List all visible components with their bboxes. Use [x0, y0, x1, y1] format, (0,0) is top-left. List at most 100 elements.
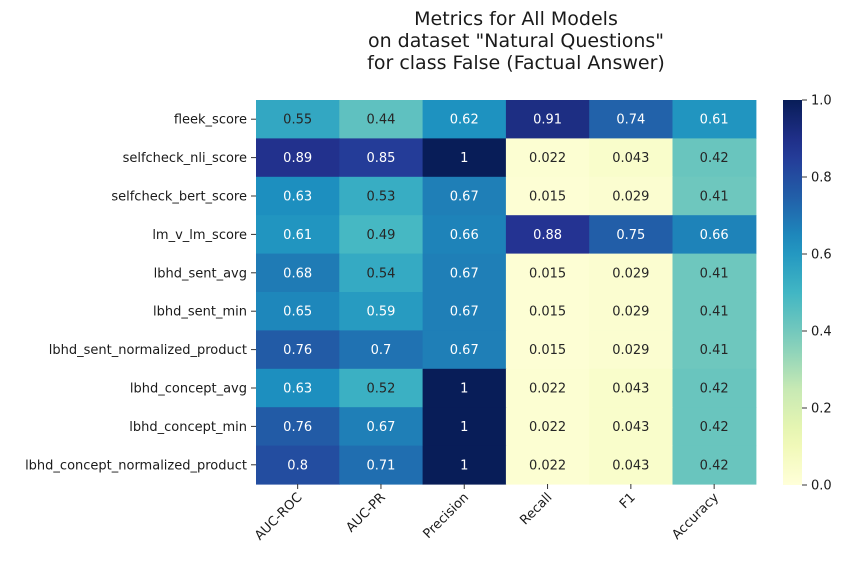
cell-0-0 — [256, 100, 340, 139]
cell-label-3-3: 0.88 — [533, 228, 562, 243]
cell-0-5 — [672, 100, 757, 139]
heatmap-cell-labels: 0.55 0.44 0.62 0.91 0.74 0.61 0.89 0.85 1 0.022 0.… — [283, 113, 728, 474]
cell-label-0-1: 0.44 — [366, 113, 395, 128]
cell-label-6-4: 0.029 — [612, 343, 649, 358]
cell-label-3-2: 0.66 — [450, 228, 479, 243]
cell-label-2-5: 0.41 — [700, 190, 729, 205]
cell-label-8-0: 0.76 — [283, 420, 312, 435]
cell-7-5 — [672, 368, 757, 408]
cell-label-3-5: 0.66 — [700, 228, 729, 243]
row-labels: fleek_score selfcheck_nli_score selfcheck_… — [25, 113, 256, 473]
colorbar-tick-label-1: 0.2 — [811, 402, 832, 417]
chart-title-line-1: Metrics for All Models — [414, 8, 618, 30]
cell-label-6-3: 0.015 — [529, 343, 566, 358]
cell-5-3 — [505, 292, 590, 331]
cell-0-4 — [589, 100, 674, 139]
row-label-6: lbhd_sent_normalized_product — [49, 343, 247, 358]
cell-label-2-0: 0.63 — [283, 190, 312, 205]
cell-label-4-1: 0.54 — [366, 266, 395, 281]
cell-label-3-0: 0.61 — [283, 228, 312, 243]
row-label-1: selfcheck_nli_score — [123, 151, 247, 166]
row-label-4: lbhd_sent_avg — [154, 266, 247, 281]
cell-3-4 — [589, 215, 674, 255]
cell-3-1 — [339, 215, 424, 255]
cell-9-2 — [422, 445, 507, 485]
cell-8-1 — [339, 407, 424, 447]
cell-9-1 — [339, 445, 424, 485]
cell-label-0-0: 0.55 — [283, 113, 312, 128]
cell-9-4 — [589, 445, 674, 485]
colorbar-tick-label-2: 0.4 — [811, 325, 832, 340]
cell-label-5-0: 0.65 — [283, 305, 312, 320]
cell-6-5 — [672, 330, 757, 370]
cell-0-1 — [339, 100, 424, 139]
column-label-0: AUC-ROC — [252, 490, 305, 543]
cell-1-0 — [256, 138, 340, 178]
cell-7-1 — [339, 368, 424, 408]
chart-title: Metrics for All Models on dataset "Natur… — [256, 8, 776, 74]
cell-1-4 — [589, 138, 674, 178]
cell-label-4-0: 0.68 — [283, 266, 312, 281]
cell-label-1-0: 0.89 — [283, 151, 312, 166]
cell-label-9-5: 0.42 — [700, 458, 729, 473]
cell-label-8-1: 0.67 — [366, 420, 395, 435]
cell-5-0 — [256, 292, 340, 331]
row-label-3: lm_v_lm_score — [152, 228, 247, 243]
cell-label-5-4: 0.029 — [612, 305, 649, 320]
cell-8-5 — [672, 407, 757, 447]
cell-label-9-3: 0.022 — [529, 458, 566, 473]
cell-label-3-1: 0.49 — [366, 228, 395, 243]
column-label-2: Precision — [420, 490, 472, 542]
cell-5-1 — [339, 292, 424, 331]
cell-label-6-2: 0.67 — [450, 343, 479, 358]
cell-1-1 — [339, 138, 424, 178]
colorbar-tick-label-0: 0.0 — [811, 479, 832, 494]
cell-9-3 — [505, 445, 590, 485]
cell-label-9-4: 0.043 — [612, 458, 649, 473]
cell-1-2 — [422, 138, 507, 178]
cell-3-2 — [422, 215, 507, 255]
cell-2-1 — [339, 176, 424, 216]
cell-2-5 — [672, 176, 757, 216]
row-label-9: lbhd_concept_normalized_product — [25, 458, 247, 473]
cell-8-4 — [589, 407, 674, 447]
cell-label-5-2: 0.67 — [450, 305, 479, 320]
cell-label-1-5: 0.42 — [700, 151, 729, 166]
cell-4-4 — [589, 253, 674, 293]
cell-9-5 — [672, 445, 757, 485]
cell-label-2-4: 0.029 — [612, 190, 649, 205]
cell-label-0-4: 0.74 — [616, 113, 645, 128]
row-label-0: fleek_score — [174, 113, 247, 128]
cell-8-3 — [505, 407, 590, 447]
cell-6-2 — [422, 330, 507, 370]
cell-label-5-3: 0.015 — [529, 305, 566, 320]
row-label-7: lbhd_concept_avg — [130, 382, 247, 397]
cell-label-9-1: 0.71 — [366, 458, 395, 473]
colorbar-tick-label-4: 0.8 — [811, 171, 832, 186]
cell-4-0 — [256, 253, 340, 293]
cell-0-3 — [505, 100, 590, 139]
cell-label-7-5: 0.42 — [700, 382, 729, 397]
cell-label-5-1: 0.59 — [366, 305, 395, 320]
row-label-2: selfcheck_bert_score — [111, 190, 247, 205]
cell-label-7-4: 0.043 — [612, 382, 649, 397]
cell-4-5 — [672, 253, 757, 293]
column-labels: AUC-ROC AUC-PR Precision Recall F1 Accuracy — [252, 484, 722, 544]
cell-label-2-1: 0.53 — [366, 190, 395, 205]
cell-label-6-1: 0.7 — [371, 343, 392, 358]
cell-3-5 — [672, 215, 757, 255]
cell-label-8-4: 0.043 — [612, 420, 649, 435]
column-label-5: Accuracy — [669, 490, 722, 543]
row-label-5: lbhd_sent_min — [153, 305, 247, 320]
cell-label-6-0: 0.76 — [283, 343, 312, 358]
cell-label-6-5: 0.41 — [700, 343, 729, 358]
cell-label-7-0: 0.63 — [283, 382, 312, 397]
cell-5-2 — [422, 292, 507, 331]
cell-label-3-4: 0.75 — [616, 228, 645, 243]
cell-9-0 — [256, 445, 340, 485]
colorbar-tick-label-5: 1.0 — [811, 94, 832, 109]
cell-label-7-1: 0.52 — [366, 382, 395, 397]
cell-label-1-1: 0.85 — [366, 151, 395, 166]
cell-6-1 — [339, 330, 424, 370]
